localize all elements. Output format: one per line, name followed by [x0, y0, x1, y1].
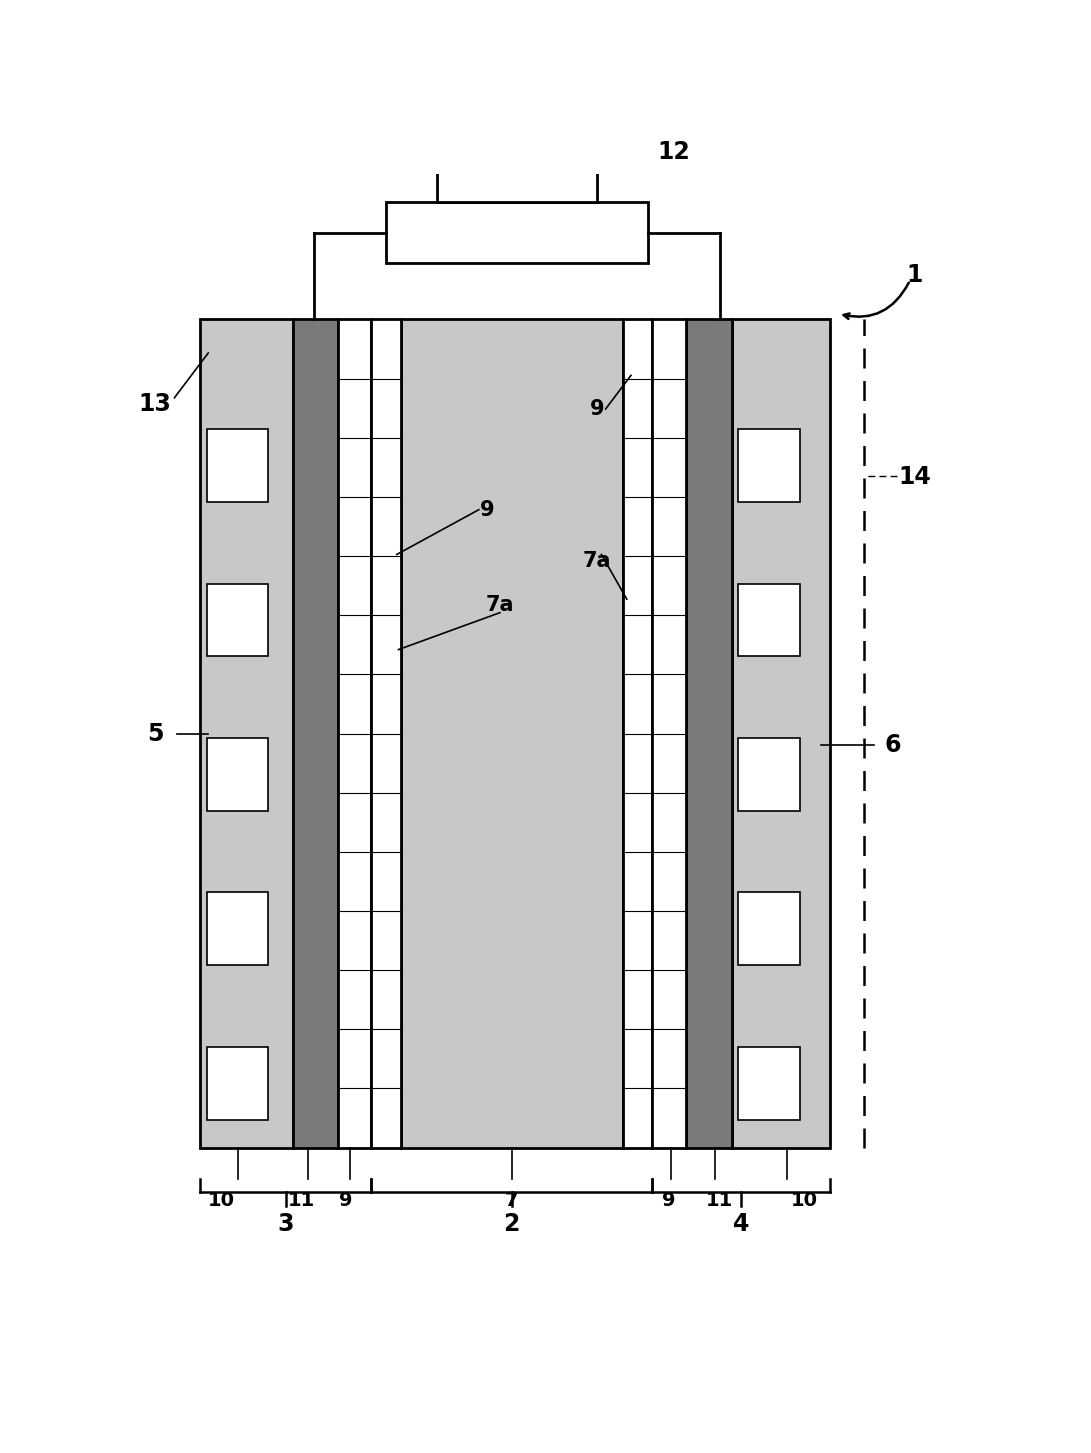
Text: 9: 9	[590, 400, 604, 420]
Text: 13: 13	[139, 392, 171, 416]
Bar	[206, 430, 268, 503]
Bar	[401, 320, 623, 1148]
Bar	[686, 320, 732, 1148]
Bar	[739, 892, 800, 965]
Bar	[739, 1048, 800, 1120]
Text: 2: 2	[504, 1212, 520, 1237]
Text: 7: 7	[505, 1191, 518, 1210]
Bar	[652, 320, 686, 1148]
Text: 11: 11	[705, 1191, 732, 1210]
Text: 9: 9	[662, 1191, 675, 1210]
Bar	[386, 202, 648, 264]
Text: 6: 6	[885, 732, 901, 757]
Text: 9: 9	[480, 500, 494, 520]
Bar	[739, 584, 800, 657]
Bar	[732, 320, 830, 1148]
Text: 11: 11	[288, 1191, 315, 1210]
Bar	[206, 892, 268, 965]
Text: 7a: 7a	[485, 596, 514, 615]
Bar	[206, 738, 268, 811]
Bar	[206, 1048, 268, 1120]
Text: 12: 12	[657, 139, 690, 164]
Bar	[292, 320, 337, 1148]
Text: 10: 10	[207, 1191, 235, 1210]
Text: 14: 14	[898, 465, 931, 488]
Text: 4: 4	[733, 1212, 750, 1237]
Bar	[739, 738, 800, 811]
Text: 3: 3	[277, 1212, 293, 1237]
Text: 10: 10	[791, 1191, 818, 1210]
Text: 1: 1	[906, 263, 923, 288]
Bar	[200, 320, 292, 1148]
Bar	[206, 584, 268, 657]
Text: 9: 9	[339, 1191, 352, 1210]
Text: 5: 5	[146, 722, 164, 745]
Bar	[623, 320, 652, 1148]
Bar	[739, 430, 800, 503]
Bar	[436, 141, 597, 202]
Bar	[371, 320, 401, 1148]
Text: 7a: 7a	[583, 551, 611, 571]
Bar	[337, 320, 371, 1148]
